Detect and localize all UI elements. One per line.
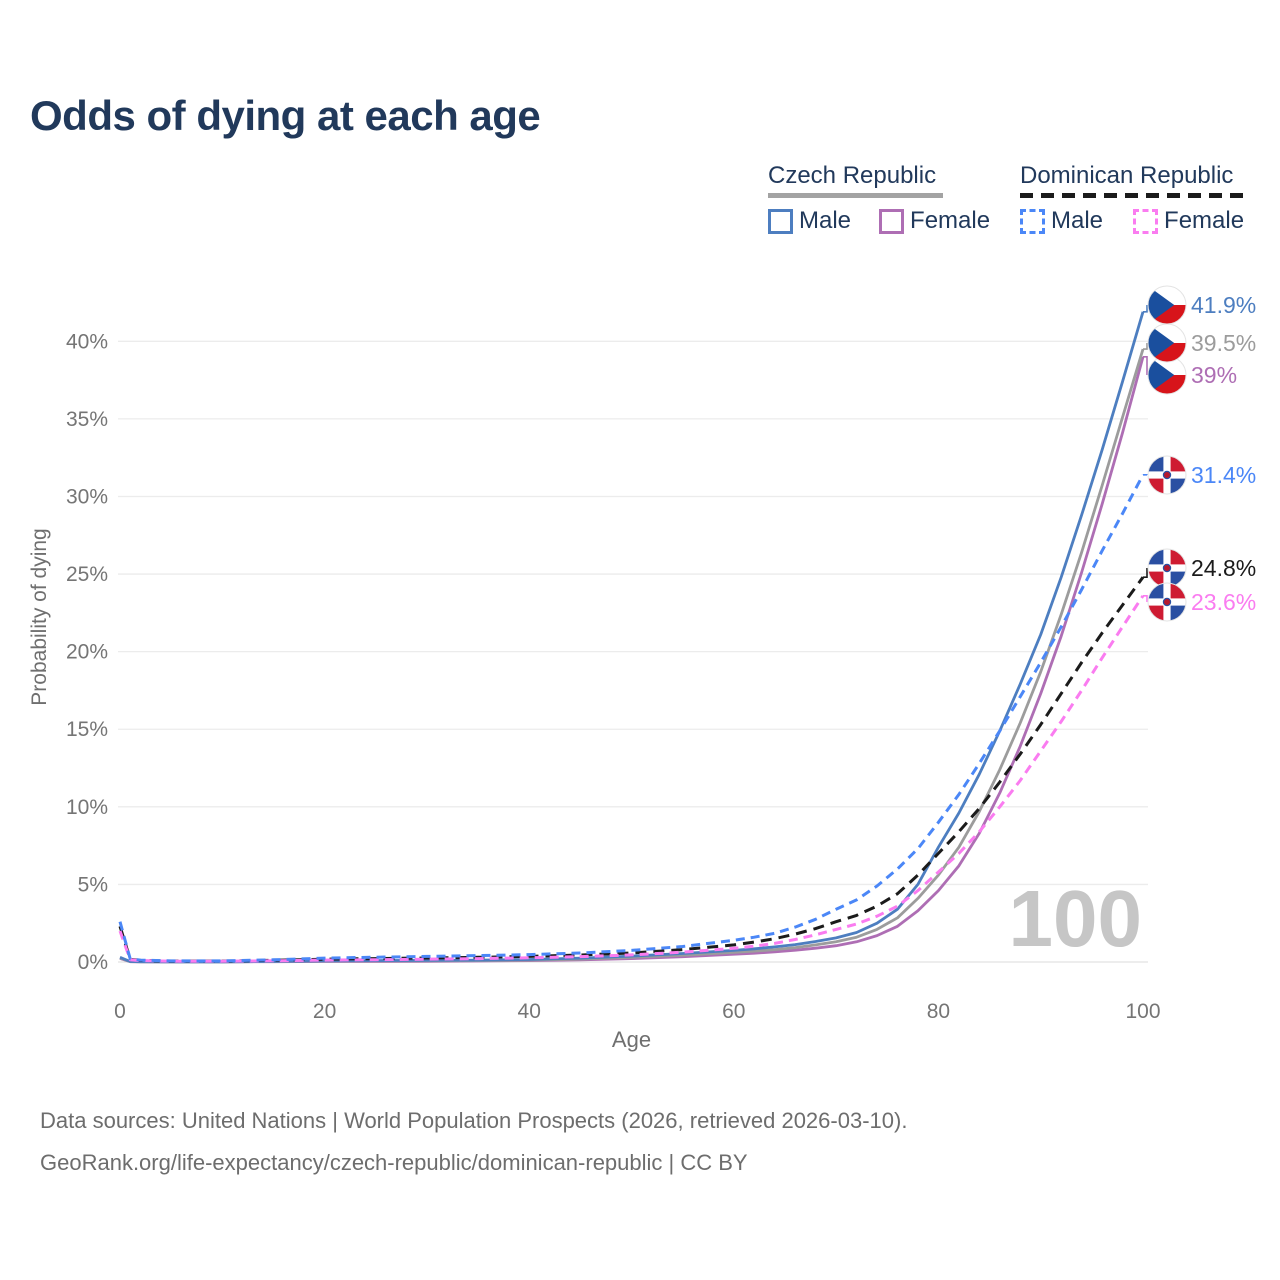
end-value-czech-both: 39.5% xyxy=(1191,330,1256,356)
dominican-dashed-line-swatch xyxy=(1020,193,1247,198)
x-tick-label-40: 40 xyxy=(518,1000,541,1023)
page-title: Odds of dying at each age xyxy=(30,92,541,139)
dominican-flag-icon xyxy=(1148,549,1186,587)
y-tick-label-25%: 25% xyxy=(66,563,108,586)
end-label-czech-both: 39.5% xyxy=(1143,323,1256,363)
legend-item-dominican-male[interactable]: Male xyxy=(1020,207,1103,235)
series-line-czech-male xyxy=(119,311,1145,964)
end-value-czech-female: 39% xyxy=(1191,362,1237,388)
czech-solid-line-swatch xyxy=(768,193,943,198)
legend-item-czech-male[interactable]: Male xyxy=(768,207,851,235)
y-tick-label-0%: 0% xyxy=(78,951,108,974)
legend-item-dominican-female[interactable]: Female xyxy=(1103,207,1244,235)
x-tick-label-20: 20 xyxy=(313,1000,336,1023)
czech-female-swatch-icon xyxy=(879,208,905,234)
dominican-female-swatch-icon xyxy=(1133,208,1159,234)
legend-group-czech-republic: Czech Republic Male Female xyxy=(768,162,998,235)
end-label-dominican-both: 24.8% xyxy=(1143,548,1256,588)
czech-male-swatch-icon xyxy=(768,208,793,234)
end-value-czech-male: 41.9% xyxy=(1191,292,1256,318)
legend-item-czech-female[interactable]: Female xyxy=(851,207,990,235)
y-tick-label-10%: 10% xyxy=(66,796,108,819)
end-value-dominican-female: 23.6% xyxy=(1191,589,1256,615)
x-tick-label-0: 0 xyxy=(114,1000,126,1023)
end-label-czech-male: 41.9% xyxy=(1143,285,1256,325)
legend-czech-republic-label[interactable]: Czech Republic xyxy=(768,162,937,189)
leader-line-dominican-female xyxy=(1143,594,1148,602)
y-tick-label-15%: 15% xyxy=(66,718,108,741)
y-tick-label-30%: 30% xyxy=(66,485,108,508)
x-tick-label-80: 80 xyxy=(927,1000,950,1023)
czech-flag-icon xyxy=(1148,324,1186,362)
y-tick-label-40%: 40% xyxy=(66,330,108,353)
series-line-czech-both xyxy=(119,348,1145,964)
footer-attribution-url: GeoRank.org/life-expectancy/czech-republ… xyxy=(40,1150,748,1175)
x-axis-title: Age xyxy=(612,1027,651,1052)
x-tick-label-60: 60 xyxy=(722,1000,745,1023)
age-watermark: 100 xyxy=(1009,874,1142,963)
legend-czech-male-label: Male xyxy=(799,207,852,234)
dominican-male-swatch-icon xyxy=(1020,208,1045,234)
legend-dominican-female-label: Female xyxy=(1164,207,1245,234)
y-tick-label-20%: 20% xyxy=(66,641,108,664)
footer-data-sources: Data sources: United Nations | World Pop… xyxy=(40,1108,908,1133)
leader-line-czech-both xyxy=(1143,343,1148,350)
series-line-dominican-male xyxy=(118,474,1145,963)
legend-group-dominican-republic: Dominican Republic Male Female xyxy=(1020,162,1260,235)
dominican-flag-icon xyxy=(1148,583,1186,621)
end-value-dominican-male: 31.4% xyxy=(1191,462,1256,488)
legend-dominican-republic-label[interactable]: Dominican Republic xyxy=(1020,162,1234,189)
end-value-dominican-both: 24.8% xyxy=(1191,555,1256,581)
leader-line-czech-female xyxy=(1143,356,1148,375)
legend-dominican-male-label: Male xyxy=(1051,207,1104,234)
series-line-czech-female xyxy=(119,356,1145,964)
end-label-dominican-male: 31.4% xyxy=(1143,455,1256,495)
y-tick-label-5%: 5% xyxy=(78,873,108,896)
y-tick-label-35%: 35% xyxy=(66,408,108,431)
series-line-dominican-female xyxy=(118,594,1145,963)
leader-line-czech-male xyxy=(1143,305,1148,313)
end-label-czech-female: 39% xyxy=(1143,355,1237,395)
series-line-dominican-both xyxy=(118,576,1145,963)
end-label-dominican-female: 23.6% xyxy=(1143,582,1256,622)
x-tick-label-100: 100 xyxy=(1125,1000,1160,1023)
czech-flag-icon xyxy=(1148,356,1186,394)
leader-line-dominican-both xyxy=(1143,568,1148,578)
legend-czech-female-label: Female xyxy=(910,207,991,234)
czech-flag-icon xyxy=(1148,286,1186,324)
